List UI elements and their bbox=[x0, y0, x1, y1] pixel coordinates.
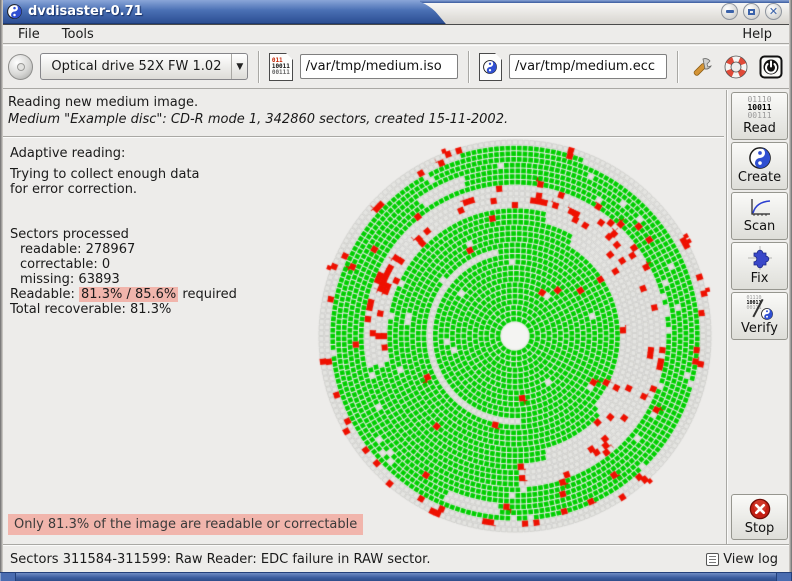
menu-help[interactable]: Help bbox=[742, 26, 772, 42]
binary-row: 10011 bbox=[746, 300, 762, 306]
header-status: Reading new medium image. Medium "Exampl… bbox=[0, 90, 724, 137]
read-button[interactable]: 01110 10011 00111 Read bbox=[731, 92, 788, 140]
power-icon bbox=[759, 55, 783, 78]
page-fold bbox=[495, 52, 503, 60]
scan-button-label: Scan bbox=[743, 219, 776, 234]
required-label: required bbox=[178, 287, 237, 302]
verify-button[interactable]: 01110 10011 00111 Verify bbox=[731, 292, 788, 340]
drive-selector-value: Optical drive 52X FW 1.02 bbox=[51, 59, 222, 74]
view-log-label: View log bbox=[723, 551, 778, 567]
readable-percentage-highlight: 81.3% / 85.6% bbox=[79, 287, 179, 302]
fix-button-label: Fix bbox=[750, 271, 769, 286]
stop-button-label: Stop bbox=[744, 521, 775, 536]
yinyang-icon bbox=[749, 147, 771, 169]
yinyang-icon bbox=[761, 308, 773, 320]
iso-icon-row: 011 bbox=[271, 56, 283, 64]
read-button-label: Read bbox=[743, 121, 776, 136]
menu-tools[interactable]: Tools bbox=[61, 26, 94, 42]
header-separator bbox=[0, 136, 724, 138]
toolbar-separator bbox=[467, 50, 469, 83]
graph-curve-icon bbox=[750, 199, 770, 216]
binary-row: 00111 bbox=[747, 111, 772, 120]
scan-button[interactable]: Scan bbox=[731, 192, 788, 240]
statusbar: Sectors 311584-311599: Raw Reader: EDC f… bbox=[0, 544, 792, 573]
toolbar-separator bbox=[677, 50, 678, 83]
action-sidebar: 01110 10011 00111 Read Create Scan Fix bbox=[726, 90, 792, 545]
minimize-button[interactable] bbox=[721, 3, 738, 20]
iso-icon-row: 10011 bbox=[271, 62, 290, 70]
stop-button-area: Stop bbox=[731, 494, 788, 540]
window-left-edge bbox=[0, 0, 3, 581]
cd-drive-icon bbox=[8, 53, 34, 80]
close-button[interactable]: ✕ bbox=[765, 3, 782, 20]
medium-info-text: Medium "Example disc": CD-R mode 1, 3428… bbox=[8, 112, 509, 127]
readable-label: Readable: bbox=[10, 287, 80, 302]
fix-button[interactable]: Fix bbox=[731, 242, 788, 290]
help-button[interactable] bbox=[723, 54, 749, 80]
puzzle-piece-icon bbox=[747, 246, 772, 270]
readable-count: readable: 278967 bbox=[20, 242, 136, 257]
log-list-icon bbox=[706, 552, 720, 566]
binary-row: 01110 bbox=[747, 95, 772, 104]
window-title: dvdisaster-0.71 bbox=[28, 4, 143, 19]
status-action-text: Reading new medium image. bbox=[8, 95, 199, 110]
statusbar-message: Sectors 311584-311599: Raw Reader: EDC f… bbox=[10, 551, 431, 567]
sectors-processed-title: Sectors processed bbox=[10, 227, 129, 242]
create-button-label: Create bbox=[737, 170, 782, 185]
preferences-button[interactable] bbox=[688, 54, 714, 80]
maximize-button[interactable] bbox=[743, 3, 760, 20]
maximize-icon bbox=[748, 8, 755, 15]
window-bottom-edge bbox=[0, 572, 792, 581]
readability-warning: Only 81.3% of the image are readable or … bbox=[8, 514, 364, 535]
iso-file-icon: 011 10011 00111 bbox=[269, 52, 293, 81]
create-button[interactable]: Create bbox=[731, 142, 788, 190]
ecc-path-input[interactable] bbox=[509, 54, 668, 79]
toolbar-separator bbox=[258, 50, 260, 83]
binary-row: 00111 bbox=[746, 305, 762, 311]
info-desc: for error correction. bbox=[10, 182, 138, 197]
binary-row: 10011 bbox=[747, 103, 772, 112]
app-yinyang-icon bbox=[7, 4, 22, 19]
verify-button-label: Verify bbox=[741, 321, 778, 336]
quit-button[interactable] bbox=[758, 54, 784, 80]
toolbar: Optical drive 52X FW 1.02 ▼ 011 10011 00… bbox=[0, 45, 792, 89]
chevron-down-icon: ▼ bbox=[231, 54, 247, 79]
lifebuoy-icon bbox=[724, 55, 748, 78]
drive-selector[interactable]: Optical drive 52X FW 1.02 ▼ bbox=[40, 53, 249, 80]
binary-verify-icon: 01110 10011 00111 bbox=[747, 296, 773, 320]
stop-icon bbox=[749, 498, 770, 520]
iso-icon-row: 00111 bbox=[271, 68, 290, 76]
info-title: Adaptive reading: bbox=[10, 146, 126, 161]
ecc-yinyang-icon bbox=[483, 60, 497, 74]
title-tab[interactable]: dvdisaster-0.71 bbox=[0, 0, 420, 24]
close-icon: ✕ bbox=[768, 5, 779, 18]
view-log-button[interactable]: View log bbox=[702, 550, 782, 569]
menubar: File Tools Help bbox=[0, 25, 792, 44]
ecc-file-icon bbox=[478, 52, 503, 81]
iso-path-input[interactable] bbox=[299, 54, 458, 79]
menu-file[interactable]: File bbox=[18, 26, 40, 42]
page-fold bbox=[285, 52, 293, 60]
info-panel: Adaptive reading: Trying to collect enou… bbox=[10, 146, 237, 317]
stop-button[interactable]: Stop bbox=[731, 494, 788, 540]
binary-row: 01110 bbox=[746, 295, 762, 301]
readable-percentage-line: Readable: 81.3% / 85.6% required bbox=[10, 287, 237, 302]
wrench-icon bbox=[693, 57, 712, 76]
info-desc: Trying to collect enough data bbox=[10, 167, 200, 182]
binary-read-icon: 01110 10011 00111 bbox=[747, 96, 771, 120]
total-recoverable-line: Total recoverable: 81.3% bbox=[10, 302, 172, 317]
missing-count: missing: 63893 bbox=[20, 272, 120, 287]
correctable-count: correctable: 0 bbox=[20, 257, 111, 272]
window-right-edge bbox=[789, 0, 792, 581]
minimize-icon bbox=[725, 10, 734, 13]
